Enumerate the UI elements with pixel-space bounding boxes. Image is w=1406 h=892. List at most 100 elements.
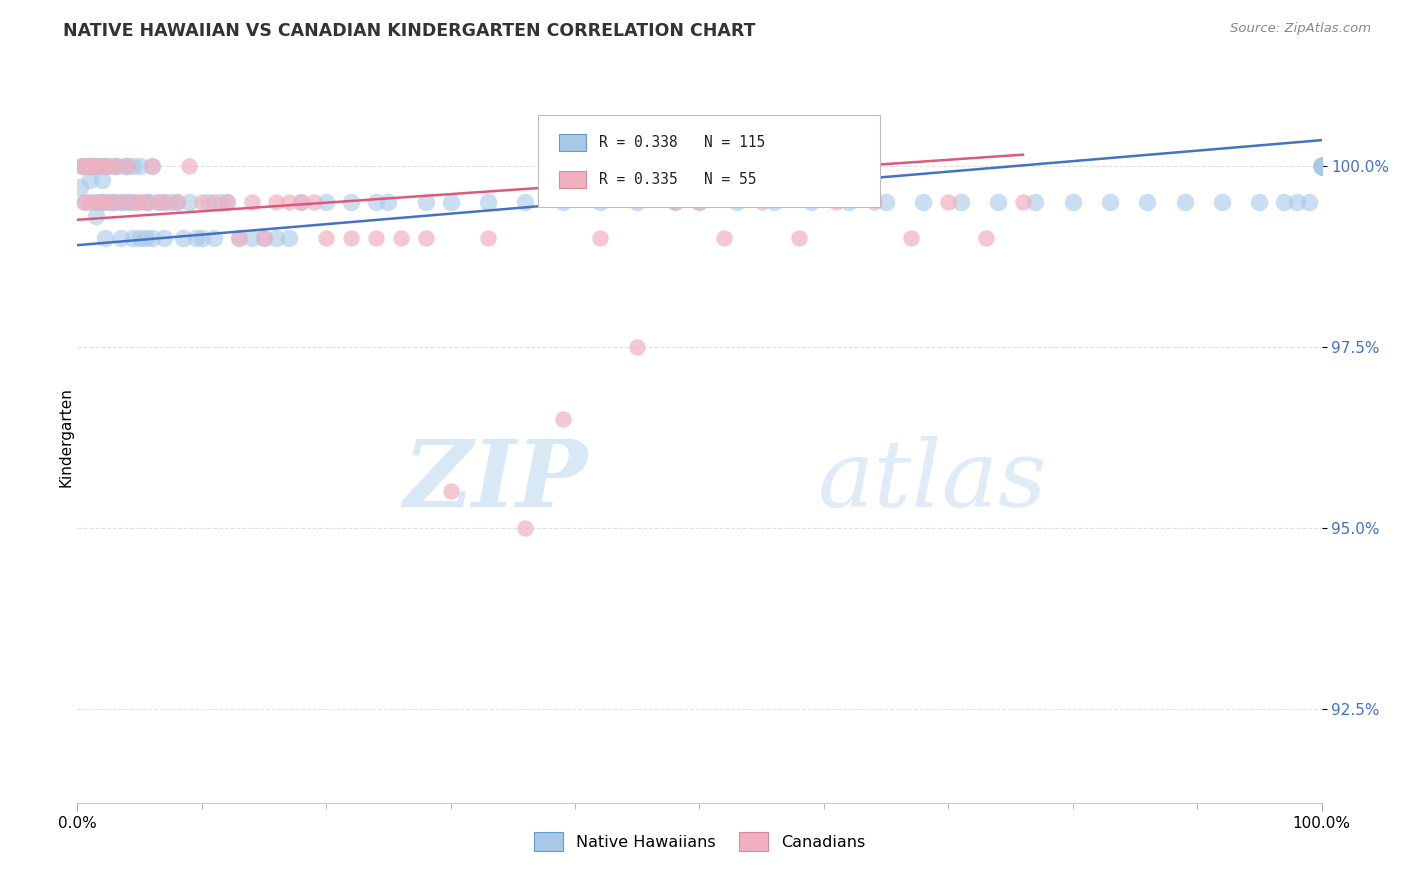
Point xyxy=(172,231,194,245)
Point xyxy=(91,159,114,173)
Point xyxy=(900,231,922,245)
Point xyxy=(1310,159,1333,173)
Point xyxy=(141,159,163,173)
Y-axis label: Kindergarten: Kindergarten xyxy=(59,387,73,487)
Bar xyxy=(558,171,586,187)
Point xyxy=(415,194,437,209)
Point xyxy=(135,194,157,209)
Point xyxy=(184,231,207,245)
Point xyxy=(838,194,860,209)
Point xyxy=(228,231,250,245)
Point xyxy=(104,159,127,173)
Point xyxy=(82,159,104,173)
Point xyxy=(86,159,108,173)
Point xyxy=(72,159,94,173)
Point xyxy=(72,194,94,209)
Point xyxy=(875,194,897,209)
Point xyxy=(84,159,107,173)
Point xyxy=(1310,159,1333,173)
Point xyxy=(115,194,138,209)
Point xyxy=(315,194,337,209)
Point xyxy=(79,173,101,187)
Point xyxy=(79,194,101,209)
Point xyxy=(290,194,312,209)
Point xyxy=(1249,194,1271,209)
Point xyxy=(1310,159,1333,173)
Point xyxy=(664,194,686,209)
Point xyxy=(135,194,157,209)
Point xyxy=(110,194,132,209)
Point xyxy=(974,231,997,245)
Point xyxy=(89,194,111,209)
Point xyxy=(949,194,972,209)
Point xyxy=(191,231,214,245)
FancyBboxPatch shape xyxy=(537,115,880,207)
Point xyxy=(800,194,823,209)
Point xyxy=(389,231,412,245)
Point xyxy=(122,194,145,209)
Point xyxy=(787,231,810,245)
Point xyxy=(79,159,101,173)
Point xyxy=(97,159,120,173)
Point xyxy=(626,340,648,354)
Point xyxy=(128,231,150,245)
Point xyxy=(209,194,232,209)
Text: NATIVE HAWAIIAN VS CANADIAN KINDERGARTEN CORRELATION CHART: NATIVE HAWAIIAN VS CANADIAN KINDERGARTEN… xyxy=(63,22,756,40)
Text: ZIP: ZIP xyxy=(404,436,588,526)
Point xyxy=(105,159,128,173)
Point xyxy=(1310,159,1333,173)
Point xyxy=(79,159,101,173)
Point xyxy=(277,231,299,245)
Point xyxy=(936,194,959,209)
Point xyxy=(110,194,132,209)
Point xyxy=(290,194,312,209)
Point xyxy=(340,194,363,209)
Point xyxy=(1310,159,1333,173)
Point xyxy=(315,231,337,245)
Point xyxy=(1310,159,1333,173)
Point xyxy=(862,194,884,209)
Point xyxy=(91,194,114,209)
Point xyxy=(228,231,250,245)
Point xyxy=(439,484,461,499)
Point xyxy=(115,159,138,173)
Point xyxy=(1310,159,1333,173)
Point xyxy=(1024,194,1046,209)
Point xyxy=(128,159,150,173)
Point xyxy=(1310,159,1333,173)
Point xyxy=(91,159,114,173)
Point xyxy=(135,231,157,245)
Point xyxy=(1310,159,1333,173)
Point xyxy=(551,194,574,209)
Point xyxy=(1310,159,1333,173)
Point xyxy=(340,231,363,245)
Point xyxy=(763,194,786,209)
Point xyxy=(1062,194,1084,209)
Point xyxy=(266,231,288,245)
Point xyxy=(253,231,276,245)
Point xyxy=(82,159,104,173)
Point xyxy=(589,231,612,245)
Point xyxy=(202,231,225,245)
Point xyxy=(1272,194,1295,209)
Point xyxy=(89,194,111,209)
Point xyxy=(725,194,748,209)
Point xyxy=(551,412,574,426)
Point xyxy=(987,194,1010,209)
Point xyxy=(1310,159,1333,173)
Point xyxy=(115,159,138,173)
Point xyxy=(253,231,276,245)
Point xyxy=(1310,159,1333,173)
Point xyxy=(191,194,214,209)
Point xyxy=(1310,159,1333,173)
Point xyxy=(364,194,387,209)
Point xyxy=(1310,159,1333,173)
Point xyxy=(166,194,188,209)
Point xyxy=(1310,159,1333,173)
Text: Source: ZipAtlas.com: Source: ZipAtlas.com xyxy=(1230,22,1371,36)
Point xyxy=(589,194,612,209)
Point xyxy=(1310,159,1333,173)
Point xyxy=(1298,194,1320,209)
Point xyxy=(377,194,399,209)
Point xyxy=(76,159,98,173)
